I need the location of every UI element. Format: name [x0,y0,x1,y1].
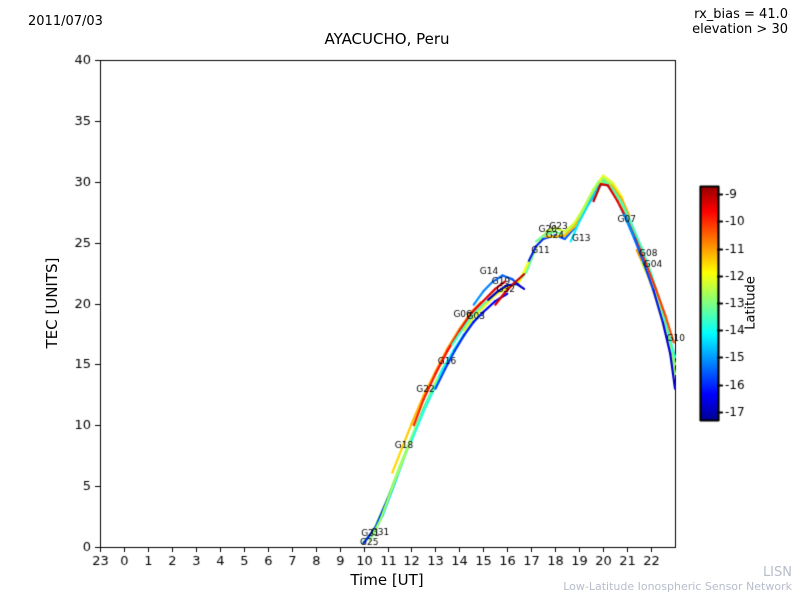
lisn-watermark: LISN Low-Latitude Ionospheric Sensor Net… [563,566,792,594]
colorbar-label: Latitude [743,276,759,330]
y-axis-label: TEC [UNITS] [43,257,61,349]
lisn-watermark-fullname: Low-Latitude Ionospheric Sensor Network [563,580,792,593]
rx-bias-value: rx_bias = 41.0 [694,7,788,22]
elevation-filter: elevation > 30 [692,22,788,37]
lisn-watermark-acronym: LISN [762,565,792,580]
x-axis-label: Time [UT] [350,571,424,589]
plot-params: rx_bias = 41.0 elevation > 30 [692,7,788,37]
chart-title: AYACUCHO, Peru [324,30,450,48]
plot-date: 2011/07/03 [28,14,103,29]
